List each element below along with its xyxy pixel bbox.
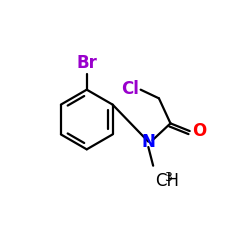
- Text: 3: 3: [164, 170, 172, 183]
- Text: Br: Br: [76, 54, 97, 72]
- Text: N: N: [142, 133, 155, 151]
- Text: CH: CH: [155, 172, 179, 190]
- Text: O: O: [192, 122, 206, 140]
- Text: Cl: Cl: [121, 80, 139, 98]
